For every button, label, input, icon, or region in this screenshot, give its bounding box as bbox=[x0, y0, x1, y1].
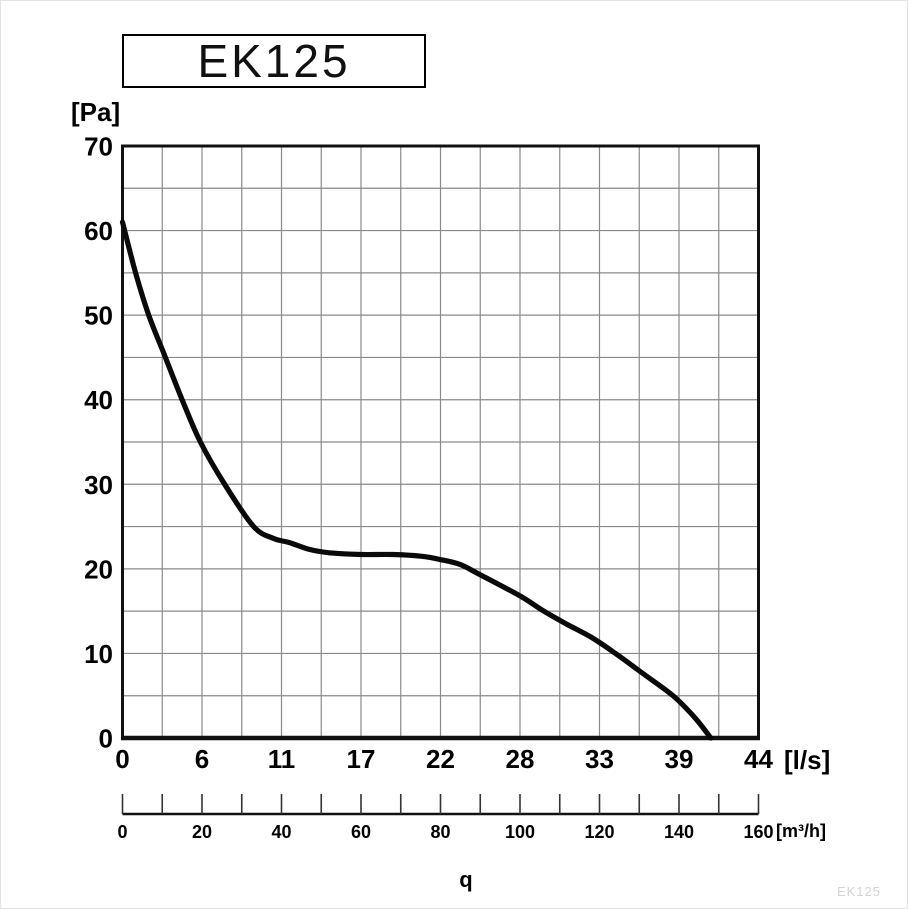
x-tick-label-ls: 6 bbox=[195, 744, 209, 774]
y-axis-unit-label: [Pa] bbox=[71, 97, 121, 127]
y-tick-label: 10 bbox=[84, 639, 113, 669]
y-tick-label: 0 bbox=[99, 724, 113, 754]
x-tick-label-m3h: 160 bbox=[743, 822, 773, 842]
y-tick-label: 30 bbox=[84, 470, 113, 500]
x-tick-label-ls: 22 bbox=[426, 744, 455, 774]
x-axis-quantity-label: q bbox=[459, 867, 473, 892]
x-tick-label-ls: 11 bbox=[268, 744, 296, 774]
fan-pressure-curve bbox=[119, 219, 714, 741]
y-tick-label: 20 bbox=[84, 554, 113, 584]
x-tick-label-m3h: 60 bbox=[351, 822, 371, 842]
x-tick-label-m3h: 20 bbox=[192, 822, 212, 842]
x-tick-label-ls: 44 bbox=[744, 744, 773, 774]
x-tick-label-ls: 17 bbox=[347, 744, 376, 774]
chart-title-box: EK125 bbox=[122, 34, 426, 88]
x-tick-label-m3h: 40 bbox=[271, 822, 291, 842]
x-tick-label-m3h: 80 bbox=[430, 822, 450, 842]
watermark-text: EK125 bbox=[836, 884, 881, 899]
x-axis-ls-unit-label: [l/s] bbox=[784, 745, 831, 775]
x-tick-label-ls: 33 bbox=[585, 744, 614, 774]
x-tick-label-m3h: 100 bbox=[505, 822, 535, 842]
y-tick-label: 50 bbox=[84, 301, 113, 331]
x-tick-label-ls: 0 bbox=[115, 744, 129, 774]
x-axis-m3h-unit-label: [m³/h] bbox=[776, 821, 826, 841]
x-tick-label-m3h: 120 bbox=[584, 822, 614, 842]
y-tick-label: 40 bbox=[84, 385, 113, 415]
x-tick-label-m3h: 0 bbox=[117, 822, 127, 842]
x-tick-label-ls: 28 bbox=[506, 744, 535, 774]
x-tick-label-ls: 39 bbox=[665, 744, 694, 774]
chart-title: EK125 bbox=[197, 35, 351, 87]
y-tick-label: 70 bbox=[84, 132, 113, 162]
x-tick-label-m3h: 140 bbox=[664, 822, 694, 842]
y-tick-label: 60 bbox=[84, 216, 113, 246]
